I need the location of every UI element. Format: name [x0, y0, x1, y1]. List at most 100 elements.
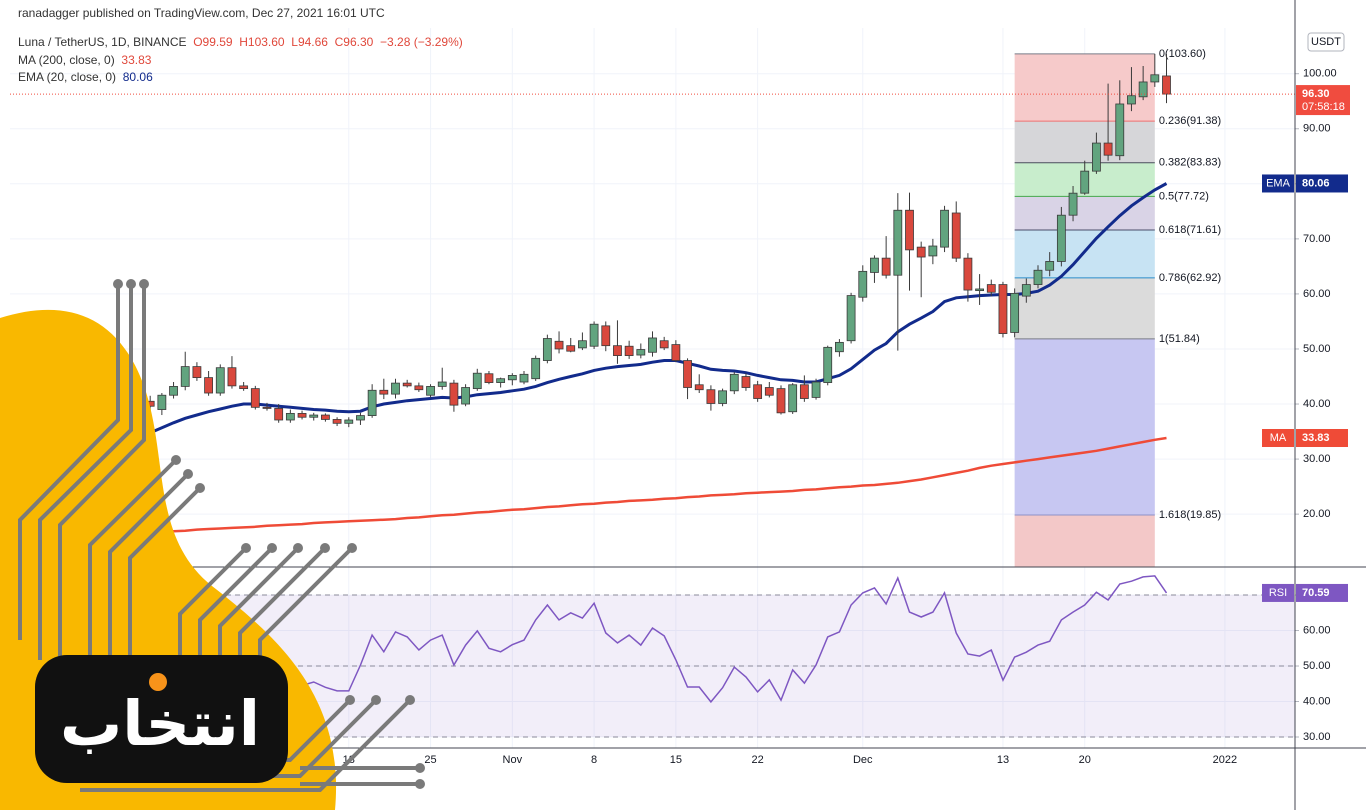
fib-label: 0.5(77.72): [1159, 190, 1209, 202]
candle-body: [414, 385, 424, 391]
candle-body: [379, 389, 389, 395]
candle-body: [180, 366, 190, 387]
candle-body: [531, 357, 541, 380]
candle-body: [1010, 292, 1020, 333]
publisher: ranadagger published on TradingView.com,…: [18, 6, 385, 20]
y-tick-label: 50.00: [1303, 343, 1331, 355]
last-price-label: 96.30: [1302, 88, 1330, 100]
candle-body: [542, 338, 552, 361]
candle-body: [823, 346, 833, 383]
y-tick-label: 60.00: [1303, 288, 1331, 300]
fib-label: 0.618(71.61): [1159, 224, 1221, 236]
candle-body: [227, 367, 237, 387]
y-tick-label: 100.00: [1303, 68, 1337, 80]
candle-body: [589, 323, 599, 347]
candle-body: [204, 377, 213, 394]
candle-body: [893, 209, 903, 276]
y-tick-label: 30.00: [1303, 731, 1331, 743]
candle-body: [1162, 75, 1171, 95]
indicator-tag: [1262, 583, 1294, 602]
symbol: Luna / TetherUS, 1D, BINANCE: [18, 35, 187, 49]
candle-body: [297, 412, 307, 418]
candle-body: [215, 367, 225, 394]
currency-box: [1307, 32, 1345, 52]
candle-body: [636, 349, 646, 356]
y-tick-label: 30.00: [1303, 453, 1331, 465]
candle-body: [507, 375, 517, 381]
x-tick-label: 22: [752, 754, 764, 766]
candle-body: [1068, 192, 1078, 216]
candle-body: [928, 245, 938, 257]
candle-body: [870, 257, 879, 273]
ma-value: 33.83: [121, 53, 152, 67]
candle-body: [998, 284, 1008, 334]
indicator-tag-name: MA: [1270, 432, 1287, 444]
candle-body: [484, 373, 494, 383]
candle-body: [799, 384, 809, 399]
candle-body: [356, 415, 365, 421]
candle-body: [1115, 103, 1125, 157]
candle-body: [835, 341, 844, 353]
fib-band: [1014, 514, 1155, 567]
fib-label: 1(51.84): [1159, 333, 1200, 345]
candle-body: [1080, 170, 1090, 194]
candle-body: [566, 345, 576, 352]
fib-label: 0.382(83.83): [1159, 157, 1221, 169]
candle-body: [753, 384, 763, 399]
candle-body: [274, 408, 284, 421]
candle-body: [706, 389, 716, 404]
ema-value: 80.06: [122, 70, 153, 84]
candle-body: [764, 387, 774, 396]
indicator-tag-name: EMA: [1266, 177, 1291, 189]
candle-body: [1138, 81, 1148, 98]
candle-body: [718, 390, 727, 404]
candle-body: [391, 382, 400, 395]
y-tick-label: 70.00: [1303, 233, 1331, 245]
candle-body: [741, 376, 751, 388]
candle-body: [367, 389, 377, 416]
candle-body: [321, 414, 330, 420]
candle-body: [1103, 142, 1113, 156]
indicator-line: [149, 182, 1168, 435]
fib-band: [1014, 338, 1155, 515]
y-tick-label: 60.00: [1303, 624, 1331, 636]
x-tick-label: Nov: [503, 754, 523, 766]
candle-body: [426, 386, 435, 396]
indicator-tag: [1262, 429, 1294, 448]
ma-legend: MA (200, close, 0) 33.83: [18, 53, 151, 67]
candle-body: [1021, 284, 1031, 297]
candle-body: [1033, 269, 1043, 285]
candle-body: [1150, 74, 1160, 83]
candle-body: [1045, 261, 1055, 271]
candle-body: [496, 378, 506, 383]
candle-body: [192, 366, 202, 379]
countdown: 07:58:18: [1302, 101, 1345, 113]
fib-label: 0.236(91.38): [1159, 115, 1221, 127]
fib-label: 0.786(62.92): [1159, 272, 1221, 284]
rsi-line: [149, 575, 1168, 704]
candle-body: [729, 373, 739, 392]
y-tick-label: 40.00: [1303, 398, 1331, 410]
x-tick-label: 25: [424, 754, 436, 766]
indicator-tag-name: RSI: [1269, 587, 1287, 599]
candle-body: [951, 212, 961, 259]
candle-body: [975, 288, 984, 292]
indicator-value: 80.06: [1302, 177, 1330, 189]
last-price-box: [1296, 85, 1350, 116]
x-tick-label: Dec: [853, 754, 873, 766]
watermark-coin: [149, 673, 167, 691]
candle-body: [449, 382, 459, 406]
candle-body: [437, 381, 447, 387]
x-tick-label: 20: [1079, 754, 1091, 766]
x-tick-label: 2022: [1213, 754, 1237, 766]
candle-body: [671, 344, 681, 361]
candle-body: [613, 345, 622, 356]
candle-body: [169, 386, 178, 396]
candle-body: [332, 419, 342, 424]
x-tick-label: 15: [670, 754, 682, 766]
candle-body: [461, 387, 470, 405]
watermark-text: انتخاب: [60, 687, 260, 760]
candle-body: [905, 209, 914, 251]
